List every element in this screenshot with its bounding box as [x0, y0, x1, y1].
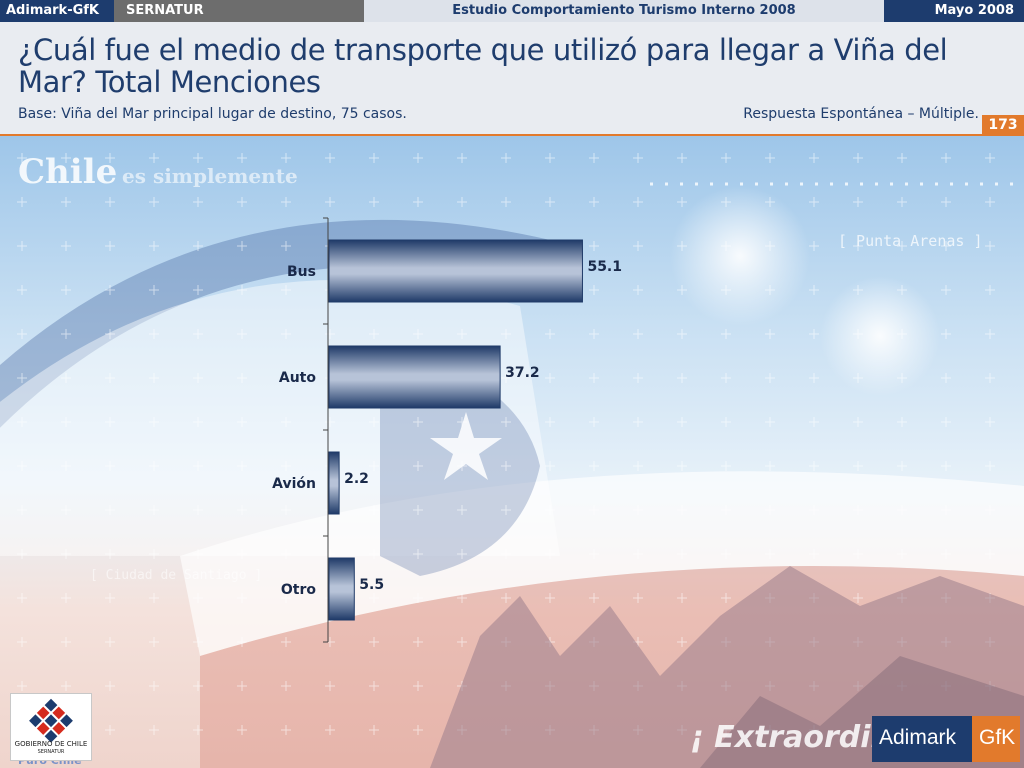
base-note: Base: Viña del Mar principal lugar de de…	[18, 106, 407, 122]
page-number: 173	[982, 115, 1024, 135]
sernatur-label: SERNATUR	[37, 749, 65, 755]
category-label: Avión	[272, 476, 316, 492]
slogan-simplemente: es simplemente	[122, 164, 298, 188]
place-santiago: [ Ciudad de Santiago ]	[90, 568, 263, 583]
adimark-gfk-logo: Adimark GfK	[872, 716, 1020, 762]
category-label: Bus	[287, 264, 316, 280]
gfk-wordmark: GfK	[979, 726, 1016, 749]
value-label: 37.2	[505, 365, 540, 381]
value-label: 55.1	[587, 259, 622, 275]
gobierno-label: GOBIERNO DE CHILE	[14, 740, 88, 748]
report-date: Mayo 2008	[884, 0, 1024, 22]
place-punta-arenas: [ Punta Arenas ]	[838, 232, 983, 250]
category-label: Otro	[281, 582, 316, 598]
adimark-wordmark: Adimark	[879, 726, 957, 749]
value-label: 5.5	[359, 577, 384, 593]
bar-0	[328, 239, 583, 303]
slide-title: ¿Cuál fue el medio de transporte que uti…	[18, 33, 948, 99]
category-label: Auto	[279, 370, 316, 386]
response-type-note: Respuesta Espontánea – Múltiple.	[743, 106, 979, 122]
value-label: 2.2	[344, 471, 369, 487]
bar-2	[328, 451, 340, 515]
gfk-box: GfK	[972, 716, 1020, 762]
study-title: Estudio Comportamiento Turismo Interno 2…	[364, 0, 884, 22]
bar-3	[328, 557, 355, 621]
client-tag: SERNATUR	[114, 0, 364, 22]
company-tag: Adimark-GfK	[0, 0, 114, 22]
gobierno-logo: GOBIERNO DE CHILE SERNATUR	[10, 693, 92, 761]
background-art	[0, 136, 1024, 768]
bar-1	[328, 345, 501, 409]
slide-header: ¿Cuál fue el medio de transporte que uti…	[0, 22, 1024, 136]
top-bar: Adimark-GfK SERNATUR Estudio Comportamie…	[0, 0, 1024, 22]
gobierno-emblem-icon	[29, 698, 73, 743]
slogan-chile: Chile	[18, 152, 118, 192]
